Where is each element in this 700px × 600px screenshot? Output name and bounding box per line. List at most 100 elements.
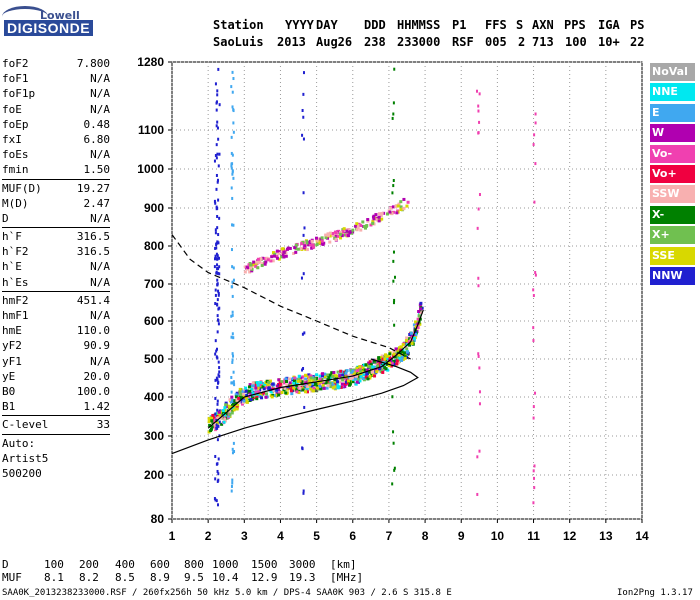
echo-point bbox=[388, 356, 392, 360]
echo-point bbox=[215, 100, 218, 104]
echo-point bbox=[331, 375, 335, 379]
echo-point bbox=[231, 399, 234, 403]
echo-point bbox=[295, 390, 299, 394]
echo-point bbox=[310, 239, 314, 243]
echo-point bbox=[385, 356, 389, 360]
echo-point bbox=[221, 409, 225, 413]
echo-point bbox=[216, 93, 219, 97]
echo-point bbox=[231, 381, 234, 385]
echo-point bbox=[260, 396, 264, 400]
echo-point bbox=[403, 356, 407, 360]
echo-point bbox=[365, 368, 369, 372]
echo-point bbox=[231, 352, 234, 356]
echo-point bbox=[262, 387, 266, 391]
echo-point bbox=[231, 451, 234, 455]
echo-point bbox=[285, 383, 289, 387]
row-value: 600 bbox=[150, 558, 170, 571]
echo-point bbox=[392, 210, 396, 214]
echo-point bbox=[359, 375, 363, 379]
echo-point bbox=[217, 478, 220, 482]
echo-point bbox=[392, 430, 395, 434]
legend-item: W bbox=[650, 124, 695, 143]
echo-point bbox=[251, 397, 255, 401]
echo-point bbox=[218, 272, 221, 276]
y-tick-label: 80 bbox=[151, 512, 165, 526]
echo-point bbox=[369, 362, 373, 366]
echo-point bbox=[303, 405, 306, 409]
echo-point bbox=[275, 255, 279, 259]
echo-point bbox=[232, 130, 235, 134]
echo-point bbox=[238, 387, 242, 391]
echo-point bbox=[372, 359, 376, 363]
echo-point bbox=[398, 356, 402, 360]
digisonde-logo-arc bbox=[2, 6, 48, 27]
echo-point bbox=[255, 397, 259, 401]
row-value: 8.5 bbox=[115, 571, 135, 584]
echo-point bbox=[477, 276, 480, 280]
echo-point bbox=[217, 164, 220, 168]
echo-point bbox=[277, 378, 281, 382]
echo-point bbox=[373, 365, 377, 369]
echo-point bbox=[214, 254, 217, 258]
row-value: 1000 bbox=[212, 558, 239, 571]
echo-point bbox=[284, 377, 288, 381]
echo-point bbox=[215, 423, 218, 427]
echo-point bbox=[284, 391, 288, 395]
echo-point bbox=[379, 214, 383, 218]
echo-point bbox=[304, 390, 308, 394]
echo-point bbox=[275, 388, 279, 392]
x-tick-label: 13 bbox=[599, 529, 613, 543]
echo-point bbox=[292, 386, 296, 390]
echo-point bbox=[364, 375, 368, 379]
echo-point bbox=[218, 370, 221, 374]
x-tick-label: 8 bbox=[422, 529, 429, 543]
echo-point bbox=[533, 200, 536, 204]
param-value: 7.800 bbox=[76, 57, 110, 70]
echo-point bbox=[252, 260, 256, 264]
param-name: foEs bbox=[2, 148, 29, 162]
echo-point bbox=[217, 233, 220, 237]
echo-point bbox=[367, 370, 371, 374]
echo-point bbox=[238, 400, 242, 404]
echo-point bbox=[308, 379, 312, 383]
echo-point bbox=[334, 234, 338, 238]
autoscaling-info: Auto: bbox=[2, 436, 36, 450]
echo-point bbox=[477, 109, 480, 113]
echo-point bbox=[211, 419, 215, 423]
echo-point bbox=[339, 385, 343, 389]
row-value: 800 bbox=[184, 558, 204, 571]
param-row: hmE 110.0 bbox=[2, 323, 110, 338]
echo-point bbox=[363, 368, 367, 372]
echo-point bbox=[214, 288, 217, 292]
echo-point bbox=[217, 137, 220, 141]
x-tick-label: 9 bbox=[458, 529, 465, 543]
echo-point bbox=[232, 108, 235, 112]
echo-point bbox=[244, 389, 248, 393]
echo-point bbox=[418, 322, 422, 326]
echo-point bbox=[302, 489, 305, 493]
echo-point bbox=[478, 92, 481, 96]
echo-point bbox=[322, 386, 326, 390]
echo-point bbox=[352, 371, 356, 375]
echo-point bbox=[348, 373, 352, 377]
echo-point bbox=[370, 370, 374, 374]
echo-point bbox=[380, 354, 384, 358]
echo-point bbox=[332, 371, 336, 375]
echo-point bbox=[392, 250, 395, 254]
echo-point bbox=[233, 450, 236, 454]
echo-point bbox=[335, 374, 339, 378]
echo-point bbox=[258, 382, 262, 386]
echo-point bbox=[355, 228, 359, 232]
echo-point bbox=[216, 214, 219, 218]
echo-point bbox=[304, 381, 308, 385]
echo-point bbox=[340, 234, 344, 238]
param-row: D N/A bbox=[2, 211, 110, 226]
echo-point bbox=[213, 199, 216, 203]
echo-point bbox=[224, 412, 228, 416]
echo-point bbox=[532, 416, 535, 420]
echo-point bbox=[400, 355, 404, 359]
echo-point bbox=[240, 396, 244, 400]
echo-point bbox=[304, 247, 308, 251]
echo-point bbox=[286, 387, 290, 391]
echo-point bbox=[208, 417, 212, 421]
